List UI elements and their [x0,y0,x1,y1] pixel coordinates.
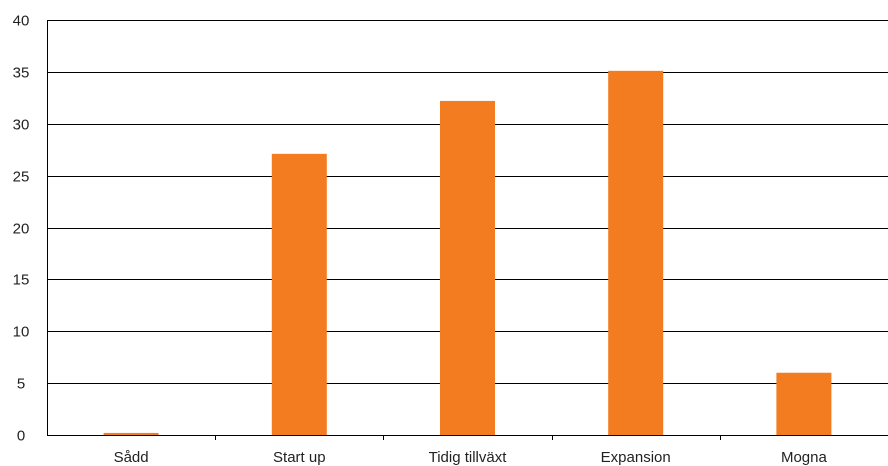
x-tick-label: Mogna [781,449,828,466]
bar-tidig-tillväxt [440,100,495,436]
bar-expansion [608,70,664,436]
y-tick-label: 0 [17,428,25,445]
y-tick-label: 10 [13,324,30,341]
bar-sådd [103,432,159,435]
x-tick-labels: Sådd Start up Tidig tillväxt Expansion Mogna [114,449,828,466]
y-tick-label: 25 [13,169,30,186]
y-tick-label: 20 [13,221,30,238]
bar-mogna [776,372,832,435]
bar-start-up [271,153,327,435]
x-tick-label: Start up [273,449,326,466]
y-tick-label: 35 [13,65,30,82]
x-tick-label: Tidig tillväxt [429,449,508,466]
y-tick-label: 40 [13,13,30,30]
x-tick-label: Expansion [601,449,671,466]
y-tick-label: 5 [17,376,25,393]
y-tick-label: 15 [13,272,30,289]
x-tick-label: Sådd [114,449,149,466]
y-tick-labels: 0 5 10 15 20 25 30 35 40 [13,13,30,445]
axes [47,20,888,440]
y-tick-label: 30 [13,117,30,134]
bars [103,70,832,436]
